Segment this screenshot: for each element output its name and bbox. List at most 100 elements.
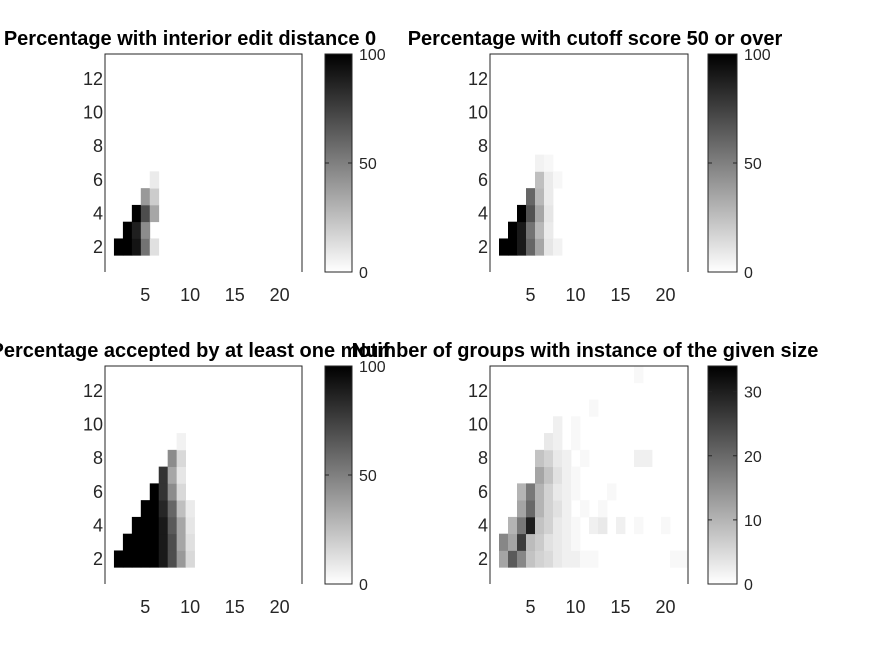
y-tick-labels: 2 4 6 8 10 12 [83, 381, 103, 569]
heatmap-cell [149, 171, 160, 189]
heatmap-cell [571, 516, 581, 535]
colorbar-tick-label: 100 [359, 47, 386, 64]
heatmap-cell [553, 500, 563, 518]
heatmap-cell [571, 433, 581, 451]
x-tick-labels: 5 10 15 20 [140, 597, 289, 617]
heatmap-cell [113, 550, 124, 568]
heatmap-cell [526, 483, 536, 501]
heatmap-cell [661, 516, 671, 535]
y-tick-label: 6 [93, 170, 103, 190]
heatmap-cell [122, 550, 133, 568]
colorbar-tick-label: 50 [359, 156, 377, 173]
heatmap-cell [571, 533, 581, 551]
heatmap-cell [544, 238, 554, 256]
panel-title: Percentage with interior edit distance 0 [4, 28, 376, 50]
y-tick-label: 4 [478, 515, 488, 535]
y-tick-labels: 2 4 6 8 10 12 [83, 69, 103, 257]
heatmap-cell [598, 500, 608, 518]
heatmap-cell [562, 500, 572, 518]
heatmap-cell [580, 550, 590, 568]
heatmap-cell [185, 516, 195, 535]
heatmap-cell [158, 533, 169, 551]
heatmap-cell [535, 449, 545, 468]
heatmap-cell [544, 500, 554, 518]
heatmap-cell [526, 221, 536, 239]
panel-title: Number of groups with instance of the gi… [352, 340, 819, 362]
heatmap-cell [176, 533, 186, 551]
heatmap-cell [185, 500, 195, 518]
y-tick-label: 10 [468, 103, 488, 123]
y-tick-label: 2 [478, 237, 488, 257]
heatmap-cell [553, 550, 563, 568]
y-tick-label: 10 [83, 415, 103, 435]
colorbar-tick-label: 100 [744, 47, 771, 64]
heatmap-cell [176, 466, 186, 484]
heatmap-cell [562, 449, 572, 468]
y-tick-label: 8 [478, 448, 488, 468]
heatmap-cell [553, 171, 563, 189]
heatmap-cell [508, 221, 518, 239]
x-tick-label: 5 [140, 597, 150, 617]
heatmap-cell [131, 221, 142, 239]
heatmap-cell [643, 449, 653, 468]
heatmap-cell [580, 500, 590, 518]
y-tick-label: 12 [468, 69, 488, 89]
heatmap-cell [544, 533, 554, 551]
x-tick-label: 10 [565, 285, 585, 305]
heatmap-cell [544, 483, 554, 501]
heatmap-cell [517, 204, 527, 223]
heatmap-cell [140, 500, 151, 518]
heatmap-cell [140, 204, 151, 223]
heatmap-cell [499, 238, 509, 256]
heatmap-cell [562, 516, 572, 535]
heatmap-cell [149, 483, 160, 501]
heatmap-cell [553, 238, 563, 256]
heatmap-cell [122, 221, 133, 239]
panel-title: Percentage accepted by at least one moti… [0, 340, 390, 362]
heatmap-cell [167, 550, 178, 568]
heatmap-cell [598, 516, 608, 535]
heatmap-cell [535, 154, 545, 172]
heatmap-cell [158, 550, 169, 568]
heatmap-cell [176, 433, 186, 451]
y-tick-label: 6 [478, 170, 488, 190]
x-tick-label: 20 [270, 597, 290, 617]
heatmap-cell [571, 466, 581, 484]
x-tick-label: 15 [610, 285, 630, 305]
heatmap-cell [158, 516, 169, 535]
colorbar-gradient [324, 53, 353, 273]
y-tick-label: 4 [478, 203, 488, 223]
heatmap-cell [113, 238, 124, 256]
x-tick-label: 20 [270, 285, 290, 305]
heatmap-cell [535, 238, 545, 256]
heatmap-cell [176, 500, 186, 518]
y-tick-label: 10 [468, 415, 488, 435]
heatmap-cell [571, 416, 581, 434]
y-tick-label: 8 [93, 136, 103, 156]
heatmap-cell [526, 550, 536, 568]
panel-cutoff-score: 5 10 15 20 2 4 6 8 10 12 0 50 100 Percentage with … [408, 28, 783, 305]
heatmap-cell [589, 516, 599, 535]
heatmap-cell [562, 466, 572, 484]
heatmap-cell [508, 238, 518, 256]
heatmap-cell [634, 366, 644, 384]
heatmap-cell [176, 483, 186, 501]
heatmap-cell [616, 516, 626, 535]
panel-accepted-by-motif: 5 10 15 20 2 4 6 8 10 12 0 50 100 Percentage accep… [0, 340, 390, 617]
heatmap-cell [131, 238, 142, 256]
heatmap-cell [158, 483, 169, 501]
heatmap-cell [185, 533, 195, 551]
y-tick-label: 8 [478, 136, 488, 156]
colorbar-tick-label: 0 [744, 577, 753, 594]
heatmap-cell [553, 516, 563, 535]
heatmap-cell [634, 449, 644, 468]
heatmap-cell [589, 399, 599, 417]
heatmap-cell [580, 449, 590, 468]
x-tick-label: 5 [525, 597, 535, 617]
heatmap-cell [176, 550, 186, 568]
y-tick-label: 2 [478, 549, 488, 569]
x-tick-label: 10 [180, 597, 200, 617]
heatmap-cell [131, 516, 142, 535]
heatmap-cell [535, 500, 545, 518]
x-tick-labels: 5 10 15 20 [525, 285, 675, 305]
